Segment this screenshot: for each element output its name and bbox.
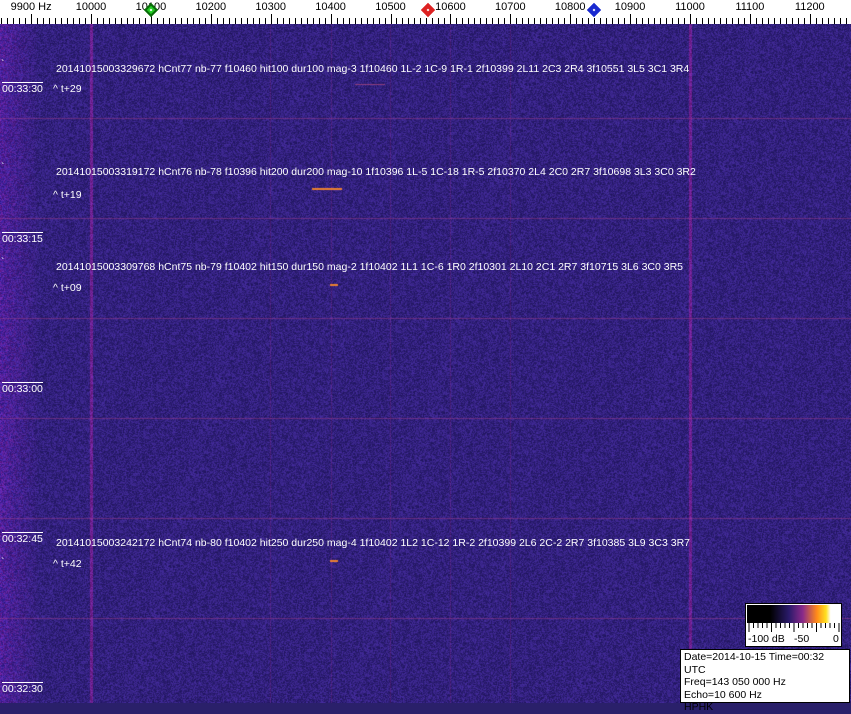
tick-label: 11100 [735,1,765,13]
detection-mark: ` [1,257,5,268]
detection-mark: ` [1,59,5,70]
detection-line: 20141015003319172 hCnt76 nb-78 f10396 hi… [56,166,696,178]
detection-offset: ^ t+42 [53,558,82,570]
detection-offset: ^ t+09 [53,282,82,294]
tick-label: 10400 [315,1,346,13]
tick-label: 10500 [375,1,406,13]
detection-mark: ` [1,162,5,173]
time-label: 00:33:00 [2,382,43,395]
tick-label: 10700 [495,1,526,13]
tick-label: 10000 [75,1,107,13]
detection-line: 20141015003329672 hCnt77 nb-77 f10460 hi… [56,63,690,75]
time-label: 00:32:30 [2,682,43,695]
colorbar-max-label: 0 [833,633,839,645]
tick-label: 10800 [554,1,586,13]
waterfall-display[interactable] [0,24,851,703]
tick-label: 11000 [675,1,705,13]
time-label: 00:32:45 [2,532,43,545]
tick-label: 10900 [614,1,646,13]
info-box: Date=2014-10-15 Time=00:32 UTC Freq=143 … [680,649,850,713]
time-label: 00:33:15 [2,232,43,245]
tick-label: 10600 [435,1,466,13]
axis-ticks [1,14,847,24]
frequency-axis: 9900 Hz100001010010200103001040010500106… [0,0,851,24]
info-date: Date=2014-10-15 Time=00:32 UTC [684,651,825,676]
color-scale-legend: -100 dB -50 0 [745,603,842,647]
detection-line: 20141015003309768 hCnt75 nb-79 f10402 hi… [56,261,684,273]
detection-offset: ^ t+29 [53,83,82,95]
info-freq: Freq=143 050 000 Hz [684,676,786,688]
color-gradient [747,605,840,623]
detection-offset: ^ t+19 [53,189,82,201]
colorbar-min-label: -100 dB [748,633,785,645]
detection-mark: ` [1,557,5,568]
color-scale-ticks [748,623,840,632]
tick-label: 10200 [195,1,227,13]
colorbar-mid-label: -50 [794,633,810,645]
time-label: 00:33:30 [2,82,43,95]
tick-label: 9900 Hz [10,1,52,13]
detection-line: 20141015003242172 hCnt74 nb-80 f10402 hi… [56,537,690,549]
tick-label: 11200 [794,1,825,13]
tick-label: 10300 [255,1,286,13]
info-echo: Echo=10 600 Hz [684,688,762,701]
